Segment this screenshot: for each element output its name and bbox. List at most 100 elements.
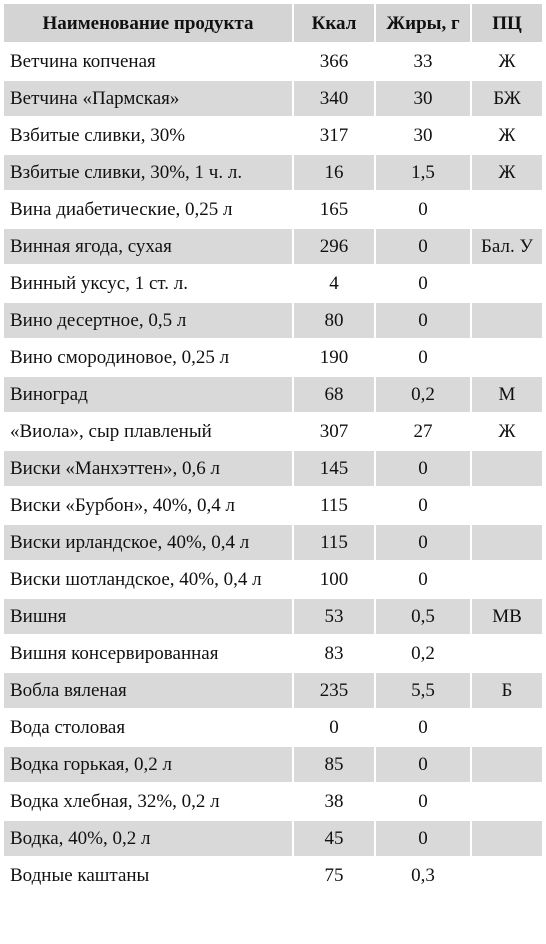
table-row: Водка хлебная, 32%, 0,2 л 38 0 <box>2 782 544 821</box>
table-row: Вобла вяленая 235 5,5 Б <box>2 671 544 710</box>
fat-cell: 0 <box>374 560 472 599</box>
kcal-cell: 165 <box>292 190 376 229</box>
table-row: «Виола», сыр плавленый 307 27 Ж <box>2 412 544 451</box>
product-name-cell: Водка, 40%, 0,2 л <box>2 819 294 858</box>
product-name-cell: Виски ирландское, 40%, 0,4 л <box>2 523 294 562</box>
table-row: Вино десертное, 0,5 л 80 0 <box>2 301 544 340</box>
fat-cell: 0 <box>374 301 472 340</box>
product-name-cell: Водка горькая, 0,2 л <box>2 745 294 784</box>
kcal-cell: 366 <box>292 42 376 81</box>
pc-cell <box>470 338 544 377</box>
fat-cell: 33 <box>374 42 472 81</box>
product-name-cell: Виски «Бурбон», 40%, 0,4 л <box>2 486 294 525</box>
kcal-cell: 80 <box>292 301 376 340</box>
kcal-cell: 190 <box>292 338 376 377</box>
pc-cell <box>470 190 544 229</box>
fat-cell: 0 <box>374 782 472 821</box>
pc-cell <box>470 301 544 340</box>
pc-cell <box>470 856 544 895</box>
header-product-name: Наименование продукта <box>2 2 294 44</box>
kcal-cell: 45 <box>292 819 376 858</box>
table-row: Водка горькая, 0,2 л 85 0 <box>2 745 544 784</box>
product-name-cell: Виски «Манхэттен», 0,6 л <box>2 449 294 488</box>
header-row: Наименование продукта Ккал Жиры, г ПЦ <box>2 2 544 44</box>
fat-cell: 0 <box>374 449 472 488</box>
pc-cell <box>470 708 544 747</box>
fat-cell: 0,3 <box>374 856 472 895</box>
product-name-cell: Винная ягода, сухая <box>2 227 294 266</box>
fat-cell: 0 <box>374 338 472 377</box>
fat-cell: 0 <box>374 264 472 303</box>
kcal-cell: 115 <box>292 523 376 562</box>
pc-cell: М <box>470 375 544 414</box>
product-name-cell: Вишня <box>2 597 294 636</box>
product-name-cell: Вобла вяленая <box>2 671 294 710</box>
table-row: Вино смородиновое, 0,25 л 190 0 <box>2 338 544 377</box>
table-header: Наименование продукта Ккал Жиры, г ПЦ <box>2 2 544 44</box>
kcal-cell: 16 <box>292 153 376 192</box>
fat-cell: 0,2 <box>374 375 472 414</box>
kcal-cell: 307 <box>292 412 376 451</box>
table-row: Водные каштаны 75 0,3 <box>2 856 544 895</box>
table-row: Вишня 53 0,5 МВ <box>2 597 544 636</box>
fat-cell: 30 <box>374 79 472 118</box>
pc-cell <box>470 560 544 599</box>
kcal-cell: 38 <box>292 782 376 821</box>
product-name-cell: Ветчина «Пармская» <box>2 79 294 118</box>
pc-cell: Ж <box>470 153 544 192</box>
header-kcal: Ккал <box>292 2 376 44</box>
table-row: Винный уксус, 1 ст. л. 4 0 <box>2 264 544 303</box>
kcal-cell: 340 <box>292 79 376 118</box>
table-row: Ветчина копченая 366 33 Ж <box>2 42 544 81</box>
pc-cell: Ж <box>470 412 544 451</box>
table-row: Взбитые сливки, 30% 317 30 Ж <box>2 116 544 155</box>
fat-cell: 27 <box>374 412 472 451</box>
pc-cell <box>470 264 544 303</box>
kcal-cell: 68 <box>292 375 376 414</box>
kcal-cell: 0 <box>292 708 376 747</box>
table-row: Виски шотландское, 40%, 0,4 л 100 0 <box>2 560 544 599</box>
kcal-cell: 85 <box>292 745 376 784</box>
nutrition-table: Наименование продукта Ккал Жиры, г ПЦ Ве… <box>2 2 544 895</box>
product-name-cell: Водка хлебная, 32%, 0,2 л <box>2 782 294 821</box>
product-name-cell: Виноград <box>2 375 294 414</box>
pc-cell <box>470 449 544 488</box>
table-row: Виски «Бурбон», 40%, 0,4 л 115 0 <box>2 486 544 525</box>
kcal-cell: 235 <box>292 671 376 710</box>
fat-cell: 0,5 <box>374 597 472 636</box>
table-row: Виноград 68 0,2 М <box>2 375 544 414</box>
kcal-cell: 75 <box>292 856 376 895</box>
kcal-cell: 115 <box>292 486 376 525</box>
product-name-cell: Вино смородиновое, 0,25 л <box>2 338 294 377</box>
fat-cell: 0 <box>374 819 472 858</box>
table-body: Ветчина копченая 366 33 Ж Ветчина «Пармская»… <box>2 42 544 895</box>
kcal-cell: 53 <box>292 597 376 636</box>
product-name-cell: Винный уксус, 1 ст. л. <box>2 264 294 303</box>
kcal-cell: 100 <box>292 560 376 599</box>
product-name-cell: Вина диабетические, 0,25 л <box>2 190 294 229</box>
table-row: Вода столовая 0 0 <box>2 708 544 747</box>
fat-cell: 0 <box>374 486 472 525</box>
table-row: Вишня консервированная 83 0,2 <box>2 634 544 673</box>
table-row: Виски ирландское, 40%, 0,4 л 115 0 <box>2 523 544 562</box>
product-name-cell: «Виола», сыр плавленый <box>2 412 294 451</box>
pc-cell <box>470 745 544 784</box>
kcal-cell: 4 <box>292 264 376 303</box>
table-row: Виски «Манхэттен», 0,6 л 145 0 <box>2 449 544 488</box>
pc-cell <box>470 523 544 562</box>
pc-cell <box>470 782 544 821</box>
product-name-cell: Виски шотландское, 40%, 0,4 л <box>2 560 294 599</box>
fat-cell: 5,5 <box>374 671 472 710</box>
pc-cell: Бал. У <box>470 227 544 266</box>
pc-cell <box>470 634 544 673</box>
product-name-cell: Вино десертное, 0,5 л <box>2 301 294 340</box>
kcal-cell: 145 <box>292 449 376 488</box>
fat-cell: 0 <box>374 523 472 562</box>
table-row: Водка, 40%, 0,2 л 45 0 <box>2 819 544 858</box>
table-row: Ветчина «Пармская» 340 30 БЖ <box>2 79 544 118</box>
pc-cell: Ж <box>470 116 544 155</box>
product-name-cell: Взбитые сливки, 30%, 1 ч. л. <box>2 153 294 192</box>
pc-cell <box>470 486 544 525</box>
pc-cell: БЖ <box>470 79 544 118</box>
table-row: Взбитые сливки, 30%, 1 ч. л. 16 1,5 Ж <box>2 153 544 192</box>
